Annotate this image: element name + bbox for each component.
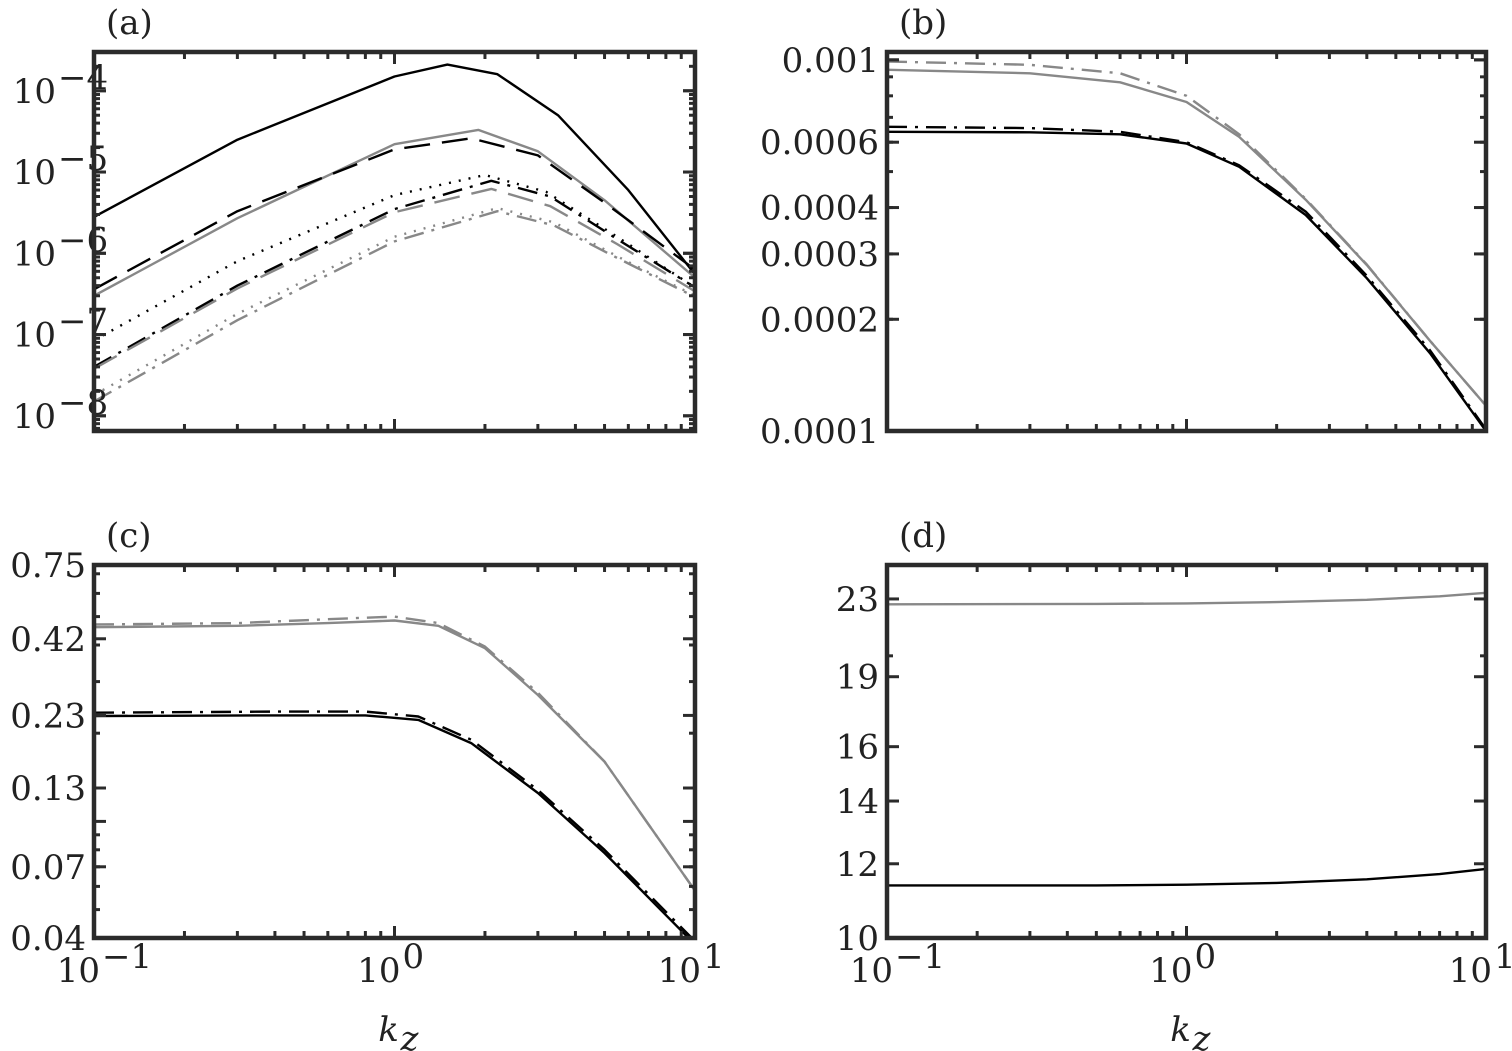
x-axis-label: k xyxy=(1170,1010,1191,1050)
series-gray-dashed xyxy=(94,187,695,370)
plot-frame xyxy=(91,562,698,941)
x-tick-label: 10 xyxy=(850,951,893,991)
x-tick-exponent: 1 xyxy=(1494,937,1512,977)
y-tick-label: 12 xyxy=(836,845,879,885)
series-group xyxy=(887,60,1486,431)
panel-label: (c) xyxy=(106,516,152,556)
y-tick-exponent: −8 xyxy=(58,383,108,423)
x-tick-exponent: 0 xyxy=(403,937,425,977)
x-tick-label: 10 xyxy=(1149,951,1192,991)
x-tick-label: 10 xyxy=(57,951,100,991)
series-black-dashdot xyxy=(887,125,1486,431)
y-tick-label: 0.0006 xyxy=(760,123,879,163)
y-tick-label: 16 xyxy=(836,728,879,768)
series-black-solid xyxy=(887,867,1486,887)
y-tick-label: 0.13 xyxy=(10,769,86,809)
y-tick-exponent: −6 xyxy=(58,220,108,260)
y-tick-label: 0.0003 xyxy=(760,235,879,275)
y-tick-label: 10 xyxy=(13,153,56,193)
y-tick-label: 0.23 xyxy=(10,696,86,736)
panel-2: 0.001 0.0006 0.0004 0.0003 0.0002 0.0001 (b) xyxy=(760,3,1489,452)
series-group xyxy=(94,63,695,403)
y-tick-label: 10 xyxy=(13,72,56,112)
x-axis-label-subscript: z xyxy=(400,1019,420,1051)
series-gray-solid xyxy=(94,619,695,892)
series-black-dashed xyxy=(94,137,695,291)
y-tick-label: 0.0004 xyxy=(760,189,879,229)
series-black-dashdot xyxy=(94,179,695,368)
y-tick-label: 10 xyxy=(13,234,56,274)
series-group xyxy=(94,615,695,938)
panel-label: (d) xyxy=(899,516,947,556)
y-tick-label: 0.07 xyxy=(10,848,86,888)
y-tick-label: 10 xyxy=(13,397,56,437)
panel-label: (b) xyxy=(899,3,947,43)
series-gray-solid xyxy=(94,128,695,297)
series-gray-dashdot xyxy=(94,210,695,403)
y-tick-label: 0.75 xyxy=(10,546,86,586)
y-tick-label: 0.42 xyxy=(10,620,86,660)
panel-label: (a) xyxy=(106,3,153,43)
panel-1: 10−410−510−610−710 −8(a) xyxy=(13,3,698,437)
x-tick-exponent: −1 xyxy=(102,937,152,977)
x-axis-label-subscript: z xyxy=(1192,1019,1212,1051)
series-black-dashdot xyxy=(94,710,694,938)
y-tick-label: 14 xyxy=(836,782,879,822)
series-gray-solid xyxy=(887,591,1486,606)
x-tick-exponent: 1 xyxy=(703,937,725,977)
series-gray-dashdot xyxy=(887,60,1486,407)
series-gray-solid xyxy=(887,68,1486,407)
y-tick-label: 23 xyxy=(836,580,879,620)
y-tick-label: 0.001 xyxy=(782,41,879,81)
y-tick-label: 10 xyxy=(836,919,879,959)
x-tick-exponent: 0 xyxy=(1195,937,1217,977)
series-gray-dashed xyxy=(94,615,695,892)
y-tick-exponent: −4 xyxy=(58,58,108,98)
y-tick-exponent: −7 xyxy=(58,302,108,342)
y-tick-label: 0.04 xyxy=(10,919,86,959)
plot-frame xyxy=(884,562,1489,941)
x-tick-exponent: −1 xyxy=(895,937,945,977)
series-black-solid xyxy=(887,130,1486,431)
y-tick-exponent: −5 xyxy=(58,139,108,179)
x-tick-label: 10 xyxy=(1449,951,1492,991)
y-tick-label: 19 xyxy=(836,658,879,698)
series-black-solid xyxy=(94,714,691,938)
series-group xyxy=(887,591,1486,887)
x-tick-label: 10 xyxy=(357,951,400,991)
x-tick-label: 10 xyxy=(658,951,701,991)
series-gray-dotted xyxy=(94,206,695,397)
x-axis-label: k xyxy=(378,1010,399,1050)
y-tick-label: 10 xyxy=(13,316,56,356)
plot-frame xyxy=(884,49,1489,434)
y-tick-label: 0.0001 xyxy=(760,412,879,452)
y-tick-label: 0.0002 xyxy=(760,300,879,340)
plot-frame xyxy=(91,49,698,434)
series-black-solid xyxy=(94,63,695,276)
